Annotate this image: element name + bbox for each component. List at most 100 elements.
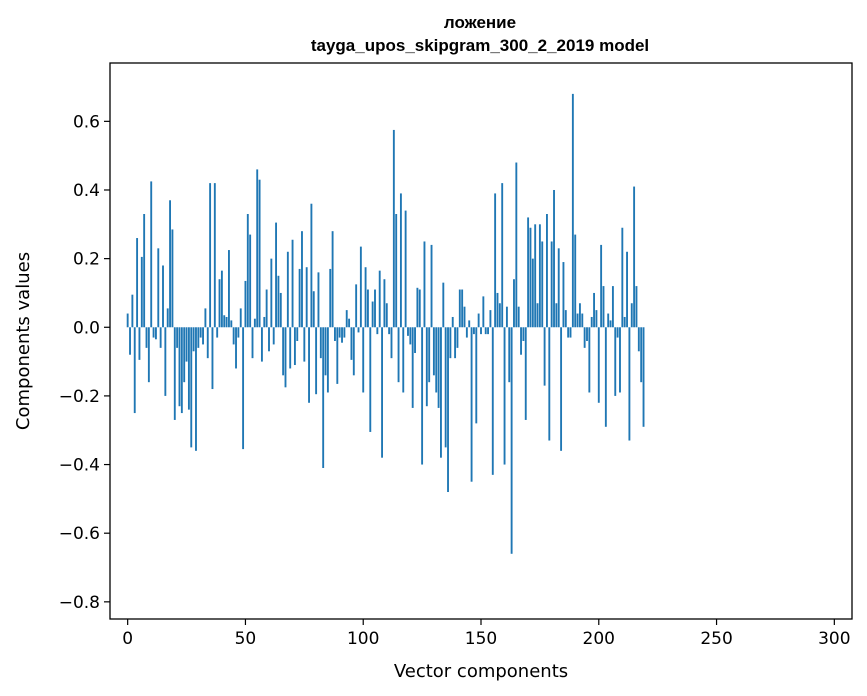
bar [623, 316, 626, 328]
bar [581, 313, 584, 328]
bar [371, 301, 374, 328]
bar [440, 327, 442, 458]
bar [260, 327, 263, 362]
bar [583, 327, 586, 348]
bar [637, 327, 640, 352]
bar [456, 327, 459, 348]
bar [437, 327, 440, 408]
bar [444, 327, 447, 448]
bar [249, 234, 252, 328]
bar [129, 327, 131, 355]
bar [164, 327, 167, 396]
bar [555, 303, 558, 328]
x-tick-label: 150 [465, 629, 497, 649]
bar [374, 289, 376, 328]
bar [197, 327, 200, 348]
bar [578, 303, 581, 328]
bar [494, 193, 497, 328]
bar [296, 327, 299, 341]
bar [348, 318, 351, 328]
bar [428, 327, 431, 383]
bar [291, 239, 294, 328]
bar [350, 327, 353, 360]
bar [586, 327, 588, 341]
bar [534, 224, 537, 328]
bar [538, 224, 541, 328]
bar [515, 162, 518, 328]
bar [421, 327, 424, 465]
bar [308, 327, 310, 403]
bar [520, 327, 522, 355]
bar [418, 289, 421, 328]
bar [133, 327, 136, 414]
bar [303, 327, 306, 362]
bar [242, 327, 245, 450]
bar [220, 270, 223, 328]
bar [317, 272, 320, 328]
bar [390, 327, 393, 359]
bar [409, 327, 412, 345]
bar [640, 327, 643, 383]
bar [169, 200, 171, 328]
plot-frame [109, 62, 853, 620]
bar [553, 189, 555, 328]
bar [557, 248, 560, 328]
bar [449, 327, 452, 359]
bar [423, 241, 426, 328]
bar [461, 289, 464, 328]
bar [173, 327, 176, 420]
bar [588, 327, 591, 393]
bar [569, 327, 572, 338]
bar [206, 327, 209, 359]
bar [399, 193, 402, 328]
bar [621, 227, 624, 328]
bar [218, 279, 221, 328]
bar [166, 308, 169, 328]
bar [536, 303, 539, 328]
bar [270, 258, 273, 328]
bar [491, 327, 494, 475]
bar [463, 306, 466, 328]
bar [548, 327, 551, 441]
bar [185, 327, 188, 362]
y-tick-label: 0.2 [73, 250, 100, 270]
x-tick-label: 0 [122, 629, 133, 649]
bar [489, 310, 492, 328]
bar [279, 292, 282, 328]
bar [475, 327, 478, 424]
bar [392, 129, 395, 328]
bar [355, 284, 358, 328]
bar [140, 256, 143, 328]
bar [564, 310, 567, 328]
bar [369, 327, 372, 432]
bar [510, 327, 513, 554]
bar [263, 316, 266, 328]
bar [232, 327, 235, 345]
y-tick-label: 0.0 [73, 318, 100, 338]
bar [451, 316, 454, 328]
bar [126, 313, 129, 328]
x-tick-label: 200 [583, 629, 615, 649]
bar [600, 244, 603, 328]
bar [364, 267, 367, 328]
bar [136, 238, 139, 328]
bar [237, 327, 240, 338]
bar [508, 327, 511, 383]
bar [152, 327, 155, 338]
bar [496, 292, 499, 328]
bar [246, 214, 249, 328]
chart-title-line2: tayga_upos_skipgram_300_2_2019 model [311, 36, 649, 55]
bar [154, 327, 157, 340]
bar [513, 279, 515, 328]
bar [487, 327, 489, 335]
bar [319, 327, 322, 359]
y-tick-label: −0.8 [59, 593, 100, 613]
bar [614, 327, 617, 396]
bar [211, 327, 214, 390]
bar [341, 327, 343, 343]
bar [277, 275, 280, 328]
bar [524, 327, 527, 420]
bar [597, 327, 600, 403]
bar [397, 327, 400, 383]
bar [239, 308, 242, 328]
